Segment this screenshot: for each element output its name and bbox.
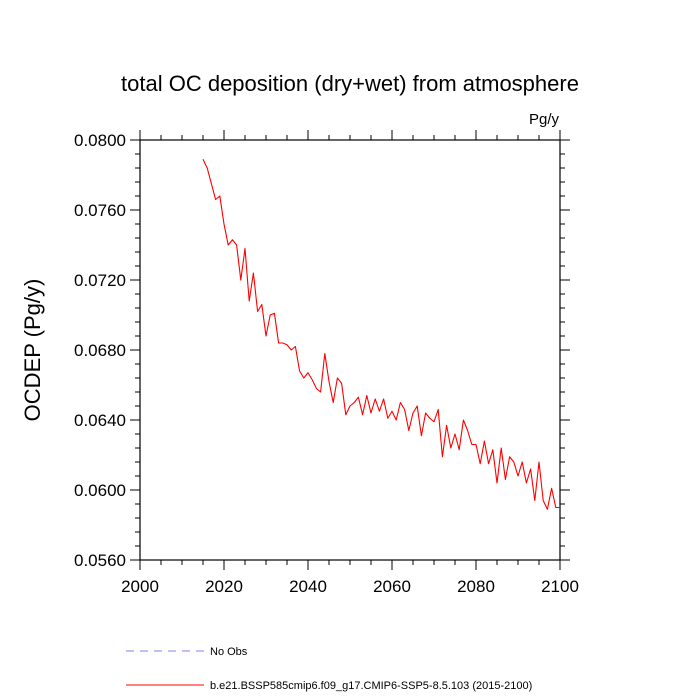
plot-frame <box>139 139 561 561</box>
x-tick-label: 2080 <box>457 577 495 596</box>
x-tick-label: 2040 <box>289 577 327 596</box>
legend: No Obs b.e21.BSSP585cmip6.f09_g17.CMIP6-S… <box>126 646 532 692</box>
x-tick-label: 2060 <box>373 577 411 596</box>
y-tick-label: 0.0760 <box>74 201 126 220</box>
legend-label: No Obs <box>210 646 248 658</box>
series-line <box>202 159 560 510</box>
chart-title: total OC deposition (dry+wet) from atmos… <box>121 71 579 96</box>
y-axis-ticks: 0.0560 0.0600 0.0640 0.0680 0.0720 0.0760 0.08… <box>74 131 570 570</box>
plot-border <box>139 139 561 561</box>
y-tick-label: 0.0680 <box>74 341 126 360</box>
y-tick-label: 0.0640 <box>74 411 126 430</box>
x-tick-label: 2020 <box>205 577 243 596</box>
chart-units-label: Pg/y <box>529 111 560 128</box>
y-axis-label: OCDEP (Pg/y) <box>20 279 45 422</box>
y-tick-label: 0.0560 <box>74 551 126 570</box>
series-lines <box>202 159 560 510</box>
x-tick-label: 2000 <box>121 577 159 596</box>
y-tick-label: 0.0720 <box>74 271 126 290</box>
legend-label: b.e21.BSSP585cmip6.f09_g17.CMIP6-SSP5-8.… <box>210 680 532 692</box>
x-axis-ticks: 2000 2020 2040 2060 2080 2100 <box>121 130 579 596</box>
x-tick-label: 2100 <box>541 577 579 596</box>
y-tick-label: 0.0800 <box>74 131 126 150</box>
y-tick-label: 0.0600 <box>74 481 126 500</box>
